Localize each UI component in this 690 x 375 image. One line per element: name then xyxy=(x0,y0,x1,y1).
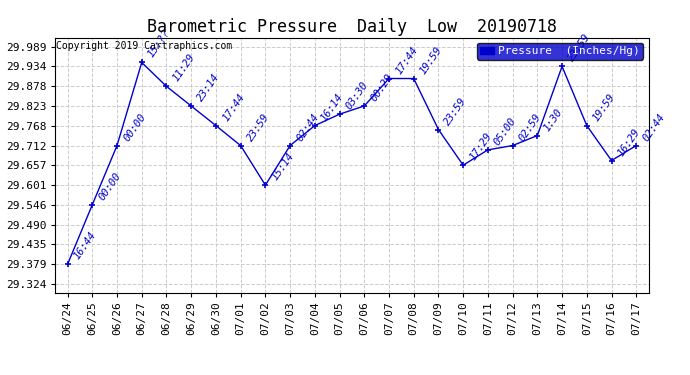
Text: 16:44: 16:44 xyxy=(72,230,98,261)
Text: 00:29: 00:29 xyxy=(368,72,395,103)
Text: 02:44: 02:44 xyxy=(641,111,667,143)
Text: 23:14: 23:14 xyxy=(196,72,221,103)
Text: 03:30: 03:30 xyxy=(344,80,370,111)
Text: 19:59: 19:59 xyxy=(591,92,618,123)
Text: 19:59: 19:59 xyxy=(418,44,444,76)
Text: Copyright 2019 Cartraphics.com: Copyright 2019 Cartraphics.com xyxy=(57,41,233,51)
Legend: Pressure  (Inches/Hg): Pressure (Inches/Hg) xyxy=(477,43,643,60)
Text: 02:59: 02:59 xyxy=(517,111,543,143)
Text: 11:29: 11:29 xyxy=(171,52,197,84)
Text: 15:??: 15:?? xyxy=(146,28,172,60)
Text: 02:44: 02:44 xyxy=(295,111,321,143)
Text: 16:14: 16:14 xyxy=(319,92,346,123)
Text: 17:44: 17:44 xyxy=(220,92,246,123)
Text: 23:59: 23:59 xyxy=(245,111,271,143)
Text: 00:00: 00:00 xyxy=(97,171,123,202)
Text: 23:59: 23:59 xyxy=(443,95,469,127)
Text: 05:00: 05:00 xyxy=(493,116,518,147)
Text: 17:29: 17:29 xyxy=(468,131,494,162)
Text: 00:00: 00:00 xyxy=(121,111,148,143)
Text: 15:14: 15:14 xyxy=(270,151,296,182)
Text: 16:29: 16:29 xyxy=(616,126,642,158)
Text: 23:59: 23:59 xyxy=(566,32,593,63)
Text: 1:30: 1:30 xyxy=(542,106,564,133)
Title: Barometric Pressure  Daily  Low  20190718: Barometric Pressure Daily Low 20190718 xyxy=(147,18,557,36)
Text: 17:44: 17:44 xyxy=(393,44,420,76)
